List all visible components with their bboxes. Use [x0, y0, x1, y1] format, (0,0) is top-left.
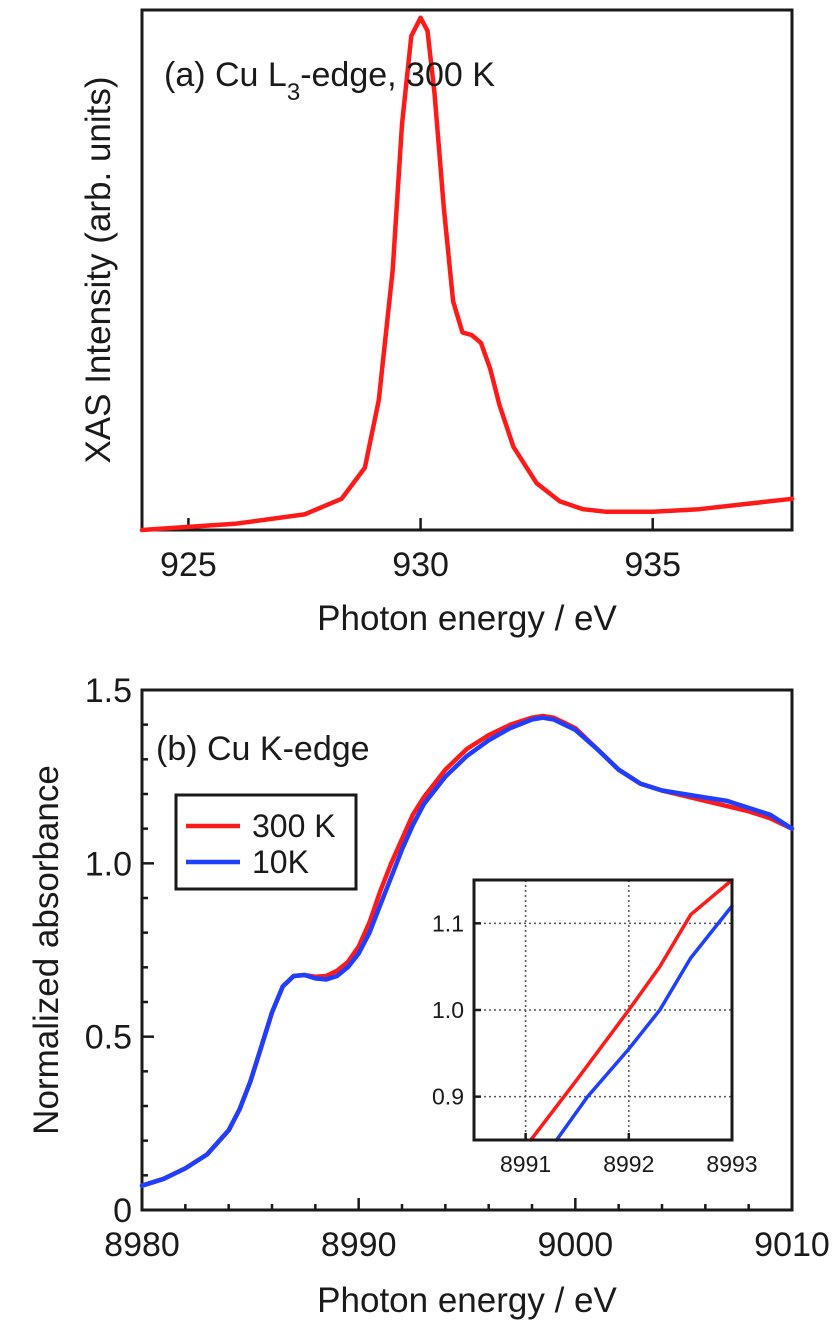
panel-a-frame	[140, 8, 794, 532]
legend-box	[174, 793, 358, 891]
legend: 300 K 10K	[174, 793, 358, 891]
panel-a-series-line	[139, 15, 795, 533]
inset-x-tick-label: 8992	[603, 1151, 654, 1177]
panel-b-y-axis-title: Normalized absorbance	[27, 765, 66, 1135]
panel-b-x-tick-label: 9000	[538, 1226, 614, 1264]
panel-a-series	[139, 15, 795, 533]
legend-label-10k: 10K	[252, 844, 309, 880]
inset-y-tick-label: 1.1	[432, 910, 464, 936]
panel-b-y-tick-label: 0	[113, 1192, 132, 1230]
panel-b-x-axis-title: Photon energy / eV	[317, 1281, 617, 1320]
inset-background	[474, 880, 732, 1140]
inset-tick-labels: 8991 8992 8993 0.9 1.0 1.1	[432, 910, 758, 1177]
panel-a: 925 930 935 (a) Cu L3-edge, 300 K Photon e…	[79, 8, 795, 638]
panel-b-tick-labels: 8980 8990 9000 9010 0 0.5 1.0 1.5	[85, 672, 830, 1264]
panel-b-ticks	[140, 688, 794, 1212]
panel-a-x-tick-labels: 925 930 935	[160, 546, 681, 584]
panel-b-y-tick-label: 1.5	[85, 672, 132, 710]
inset-chart: 8991 8992 8993 0.9 1.0 1.1	[432, 878, 758, 1177]
panel-b-y-tick-label: 1.0	[85, 845, 132, 883]
panel-b: 8980 8990 9000 9010 0 0.5 1.0 1.5 (b) Cu K-edge…	[27, 672, 830, 1320]
panel-a-x-tick-label: 930	[392, 546, 449, 584]
inset-ticks	[474, 922, 734, 1140]
inset-series-line-300k	[529, 878, 734, 1142]
panel-b-x-tick-label: 8990	[321, 1226, 397, 1264]
panel-b-x-tick-label: 8980	[104, 1226, 180, 1264]
legend-label-300k: 300 K	[252, 808, 336, 844]
inset-y-tick-label: 0.9	[432, 1084, 464, 1110]
panel-b-label: (b) Cu K-edge	[156, 730, 370, 768]
inset-x-tick-label: 8991	[500, 1151, 551, 1177]
panel-a-y-axis-title: XAS Intensity (arb. units)	[79, 76, 118, 463]
panel-b-series-line-10k	[139, 715, 795, 1188]
inset-y-tick-label: 1.0	[432, 997, 464, 1023]
panel-b-x-tick-label: 9010	[754, 1226, 830, 1264]
panel-a-x-tick-label: 935	[624, 546, 681, 584]
inset-x-tick-label: 8993	[706, 1151, 757, 1177]
inset-series	[529, 878, 734, 1142]
panel-b-series	[139, 713, 795, 1188]
panel-a-label-subscript: 3	[287, 79, 300, 106]
inset-series-line-10k	[554, 904, 734, 1142]
panel-b-frame	[140, 688, 794, 1212]
panel-a-x-axis-title: Photon energy / eV	[317, 599, 617, 638]
panel-a-label: (a) Cu L3-edge, 300 K	[164, 56, 495, 106]
panel-b-y-tick-label: 0.5	[85, 1019, 132, 1057]
panel-a-x-tick-label: 925	[160, 546, 217, 584]
